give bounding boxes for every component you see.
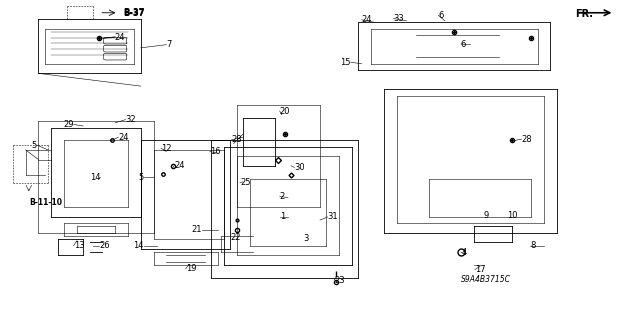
Text: 14: 14 — [90, 173, 100, 182]
Text: 12: 12 — [161, 144, 172, 153]
Text: 16: 16 — [210, 147, 221, 156]
Text: 26: 26 — [99, 241, 110, 250]
Text: 24: 24 — [362, 15, 372, 24]
Text: 23: 23 — [334, 276, 345, 285]
Text: 17: 17 — [475, 265, 486, 274]
Text: 20: 20 — [280, 107, 290, 115]
Text: 8: 8 — [530, 241, 535, 250]
Text: 24: 24 — [118, 133, 129, 142]
Text: 2: 2 — [280, 192, 285, 201]
Text: 24: 24 — [114, 33, 124, 42]
Text: B-37: B-37 — [124, 9, 145, 18]
Text: 28: 28 — [232, 135, 243, 144]
Text: 21: 21 — [191, 225, 202, 234]
Text: 7: 7 — [166, 40, 172, 49]
Text: 4: 4 — [462, 249, 467, 257]
Text: B-11-10: B-11-10 — [29, 198, 62, 207]
Text: 5: 5 — [139, 173, 144, 182]
Text: S9A4B3715C: S9A4B3715C — [461, 275, 511, 284]
Text: 32: 32 — [125, 115, 136, 124]
Text: 28: 28 — [522, 135, 532, 144]
Text: 15: 15 — [340, 58, 351, 67]
Text: 30: 30 — [294, 163, 305, 172]
Text: B-37: B-37 — [123, 8, 145, 17]
Text: 1: 1 — [280, 212, 285, 221]
Text: 19: 19 — [186, 264, 196, 273]
Text: 31: 31 — [328, 212, 339, 221]
Text: 6: 6 — [438, 11, 444, 20]
Text: 22: 22 — [230, 233, 241, 242]
Text: 24: 24 — [174, 161, 184, 170]
Text: 13: 13 — [74, 241, 84, 250]
Text: 9: 9 — [483, 211, 488, 220]
Text: 33: 33 — [394, 14, 404, 23]
Text: 6: 6 — [461, 40, 466, 48]
Text: 14: 14 — [134, 241, 144, 250]
Text: 29: 29 — [63, 120, 74, 129]
Text: 5: 5 — [32, 141, 37, 150]
Text: 25: 25 — [240, 178, 250, 187]
Text: 10: 10 — [508, 211, 518, 220]
Text: FR.: FR. — [575, 9, 593, 19]
Text: 3: 3 — [303, 234, 308, 243]
